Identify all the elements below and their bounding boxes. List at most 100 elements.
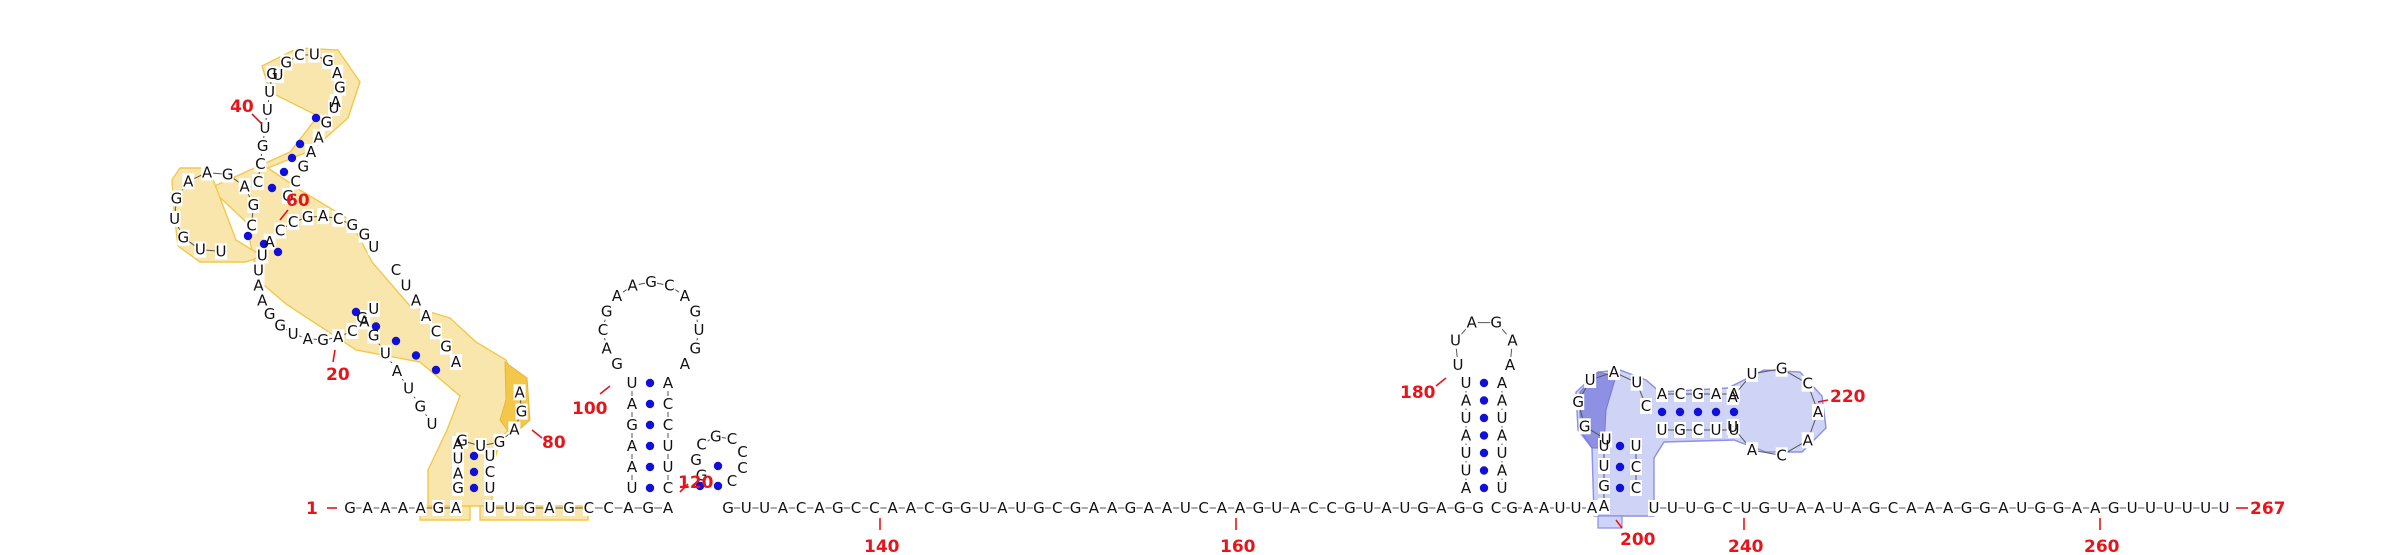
nucleotide-hairpin-100: G	[611, 355, 623, 373]
nucleotide-mask	[238, 178, 251, 195]
nucleotide-yellow: G	[356, 309, 368, 327]
nucleotide-mask	[1758, 500, 1771, 516]
nucleotide-mask	[1490, 500, 1502, 516]
nucleotide-yellow: C	[294, 46, 304, 64]
nucleotide-mask	[1630, 480, 1642, 496]
nucleotide-mask	[430, 323, 442, 340]
nucleotide-hairpin-100: G	[690, 303, 702, 321]
nucleotide-yellow: A	[453, 435, 464, 453]
base-pair-dot-yellow	[311, 113, 321, 123]
nucleotide-main: G	[1454, 499, 1466, 517]
nucleotide-main: C	[1722, 499, 1732, 517]
nucleotide-yellow: G	[440, 338, 452, 356]
nucleotide-mask	[1887, 500, 1900, 516]
nucleotide-blue: A	[1729, 385, 1740, 403]
nucleotide-yellow: C	[431, 322, 441, 340]
nucleotide-mask	[689, 303, 702, 320]
nucleotide-mask	[1775, 360, 1788, 377]
nucleotide-main: G	[832, 499, 844, 517]
nucleotide-hairpin-180: U	[1461, 462, 1472, 480]
nucleotide-main: C	[869, 499, 879, 517]
nucleotide-mask	[1598, 498, 1610, 514]
base-pair-dot-hairpin-180	[1479, 431, 1489, 440]
nucleotide-main: G	[1033, 499, 1045, 517]
nucleotide-main: U	[2163, 499, 2174, 517]
nucleotide-mask	[758, 500, 771, 516]
nucleotide-mask	[452, 480, 464, 496]
nucleotide-hairpin-180: U	[1461, 444, 1472, 462]
nucleotide-yellow: G	[222, 165, 234, 183]
nucleotide-yellow: C	[347, 322, 357, 340]
backbone	[168, 46, 2230, 516]
nucleotide-mask	[1746, 365, 1758, 382]
nucleotide-hairpin-120: G	[710, 427, 722, 445]
base-pair-dot-hairpin-180	[1479, 466, 1489, 475]
nucleotide-yellow: C	[333, 210, 343, 228]
nucleotide-main: C	[1888, 499, 1898, 517]
base-pair-dot-yellow	[273, 247, 283, 257]
nucleotide-mask	[1721, 500, 1734, 516]
nucleotide-hairpin-180: A	[1497, 462, 1508, 480]
nucleotide-mask	[182, 173, 195, 190]
nucleotide-mask	[168, 210, 181, 227]
position-number-240: 240	[1728, 537, 1764, 555]
nucleotide-mask	[1496, 410, 1508, 426]
nucleotide-main: U	[2219, 499, 2230, 517]
nucleotide-main: U	[1685, 499, 1696, 517]
nucleotide-mask	[358, 313, 371, 330]
nucleotide-mask	[332, 210, 345, 227]
base-pair-dot-hairpin-100	[645, 420, 655, 430]
nucleotide-mask	[2052, 500, 2065, 516]
nucleotide-main: G	[642, 499, 654, 517]
nucleotide-mask	[177, 229, 190, 246]
nucleotide-yellow: G	[280, 54, 292, 72]
nucleotide-hairpin-120: C	[696, 436, 706, 454]
nucleotide-mask	[662, 480, 674, 496]
base-pair-dot-hairpin-180	[1479, 378, 1489, 388]
nucleotide-mask	[1850, 500, 1863, 516]
nucleotide-main: A	[1089, 499, 1100, 517]
nucleotide-mask	[1554, 500, 1566, 516]
nucleotide-mask	[301, 209, 314, 226]
nucleotide-main: C	[1326, 499, 1336, 517]
nucleotide-mask	[332, 329, 345, 346]
nucleotide-main: A	[1144, 499, 1155, 517]
nucleotide-mask	[1343, 500, 1356, 516]
nucleotide-mask	[358, 226, 371, 243]
nucleotide-blue: C	[1641, 397, 1651, 415]
nucleotide-mask	[2070, 500, 2083, 516]
nucleotide-mask	[1831, 500, 1844, 516]
nucleotide-blue: A	[1599, 497, 1610, 515]
nucleotide-mask	[1584, 371, 1597, 388]
nucleotide-mask	[1997, 500, 2010, 516]
nucleotide-main: G	[563, 499, 575, 517]
nucleotide-yellow: A	[359, 312, 370, 330]
nucleotide-mask	[1666, 500, 1679, 516]
nucleotide-mask	[282, 188, 294, 204]
nucleotide-mask	[2015, 500, 2028, 516]
nucleotide-main: A	[1539, 499, 1550, 517]
nucleotide-main: U	[1363, 499, 1374, 517]
nucleotide-mask	[245, 217, 258, 234]
base-pair-dot-hairpin-100	[645, 483, 655, 493]
nucleotide-mask	[256, 247, 269, 264]
nucleotide-main: A	[1381, 499, 1392, 517]
nucleotide-main: G	[524, 499, 536, 517]
position-number-220: 220	[1830, 387, 1866, 407]
nucleotide-mask	[1522, 500, 1534, 516]
nucleotide-blue: G	[1579, 417, 1591, 435]
nucleotide-mask	[1674, 386, 1686, 402]
nucleotide-mask	[626, 438, 638, 454]
nucleotide-mask	[1161, 500, 1174, 516]
nucleotide-yellow: G	[248, 196, 260, 214]
nucleotide-mask	[1656, 422, 1668, 438]
nucleotide-mask	[287, 214, 300, 231]
nucleotide-mask	[280, 54, 293, 71]
nucleotide-mask	[1234, 500, 1247, 516]
base-pair-dot-blue	[1729, 407, 1739, 417]
nucleotide-yellow: G	[317, 331, 329, 349]
nucleotide-mask	[886, 500, 899, 516]
nucleotide-blue: A	[1813, 403, 1824, 421]
base-pair-dot-hairpin-120	[695, 481, 705, 491]
nucleotide-yellow: A	[183, 172, 194, 190]
